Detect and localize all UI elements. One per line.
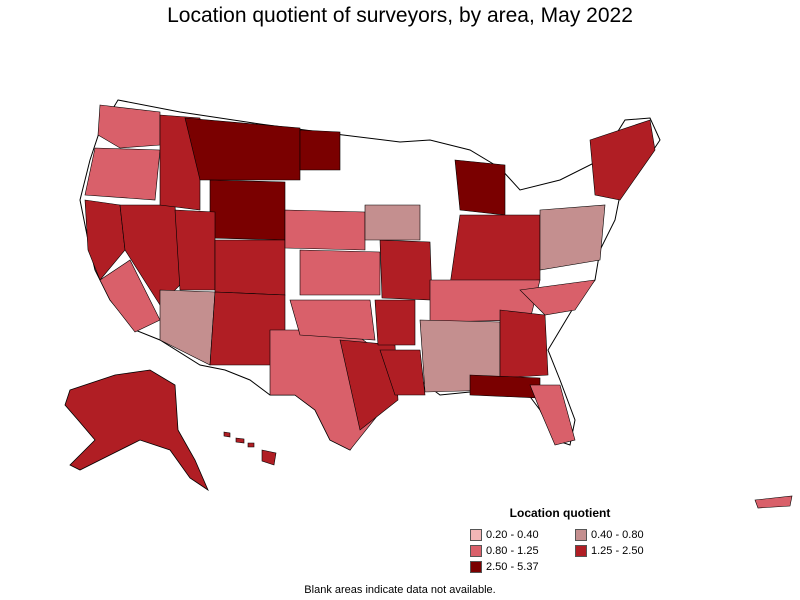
legend-swatch: [470, 561, 482, 573]
map-legend: Location quotient 0.20 - 0.40 0.40 - 0.8…: [470, 506, 660, 578]
region-arkansas: [374, 299, 416, 346]
legend-item: 1.25 - 2.50: [575, 544, 644, 558]
region-michigan: [454, 159, 506, 216]
legend-label: 1.25 - 2.50: [591, 545, 644, 557]
legend-label: 0.20 - 0.40: [486, 529, 539, 541]
legend-item: 0.20 - 0.40: [470, 528, 539, 542]
region-california-north: [84, 199, 126, 281]
region-new-england: [589, 119, 656, 201]
legend-swatch: [470, 529, 482, 541]
region-north-dakota: [299, 129, 341, 171]
footnote: Blank areas indicate data not available.: [304, 584, 496, 596]
legend-swatch: [575, 529, 587, 541]
legend-item: 2.50 - 5.37: [470, 560, 539, 574]
region-oklahoma: [289, 299, 376, 341]
region-florida-panhandle: [469, 374, 541, 399]
region-puerto-rico: [754, 495, 793, 509]
map-title: Location quotient of surveyors, by area,…: [167, 4, 633, 27]
map-regions: [84, 104, 656, 451]
region-louisiana: [379, 349, 426, 396]
region-wyoming: [209, 179, 286, 241]
region-georgia: [499, 309, 549, 379]
region-alaska: [64, 369, 209, 492]
region-carolinas: [519, 279, 596, 316]
region-oregon: [84, 147, 161, 201]
legend-label: 0.40 - 0.80: [591, 529, 644, 541]
region-texas-east: [339, 339, 399, 431]
region-california-south: [99, 259, 161, 333]
region-hawaii: [223, 431, 277, 466]
region-utah: [174, 209, 216, 291]
region-colorado: [214, 239, 286, 296]
region-iowa: [364, 204, 421, 241]
region-kansas: [299, 249, 381, 296]
region-arizona: [159, 289, 216, 366]
legend-label: 2.50 - 5.37: [486, 561, 539, 573]
legend-swatch: [575, 545, 587, 557]
region-ohio-valley: [449, 214, 541, 286]
region-nebraska: [284, 209, 366, 251]
legend-grid: 0.20 - 0.40 0.40 - 0.80 0.80 - 1.25 1.25…: [470, 528, 660, 578]
region-missouri: [379, 239, 433, 301]
legend-swatch: [470, 545, 482, 557]
legend-title: Location quotient: [509, 506, 611, 520]
region-mid-atlantic: [539, 204, 606, 271]
region-florida-peninsula: [529, 384, 576, 446]
legend-label: 0.80 - 1.25: [486, 545, 539, 557]
legend-item: 0.80 - 1.25: [470, 544, 539, 558]
region-washington: [97, 104, 161, 149]
region-montana: [184, 117, 301, 181]
legend-item: 0.40 - 0.80: [575, 528, 644, 542]
